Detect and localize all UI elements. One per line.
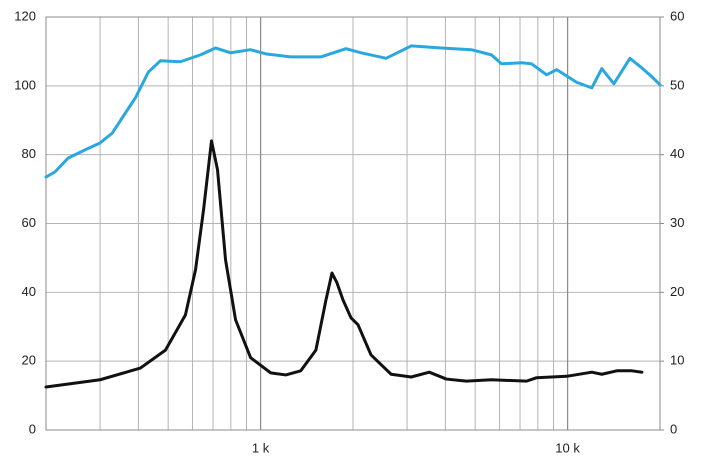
y-tick-label: 100	[14, 77, 36, 92]
x-tick-label: 10 k	[555, 440, 580, 455]
plot-border	[45, 16, 661, 431]
y2-tick-label: 40	[670, 146, 684, 161]
y-tick-label: 0	[29, 421, 36, 436]
y2-tick-label: 50	[670, 77, 684, 92]
y-tick-label: 60	[22, 215, 36, 230]
y2-tick-label: 30	[670, 215, 684, 230]
series-line	[44, 44, 662, 179]
series-line	[44, 139, 644, 389]
y2-tick-label: 10	[670, 353, 684, 368]
y2-tick-label: 20	[670, 284, 684, 299]
x-tick-label: 1 k	[252, 440, 270, 455]
y2-tick-label: 60	[670, 8, 684, 23]
y-tick-label: 40	[22, 284, 36, 299]
y-tick-label: 20	[22, 353, 36, 368]
y2-tick-label: 0	[670, 421, 677, 436]
y-tick-label: 120	[14, 8, 36, 23]
y-tick-label: 80	[22, 146, 36, 161]
